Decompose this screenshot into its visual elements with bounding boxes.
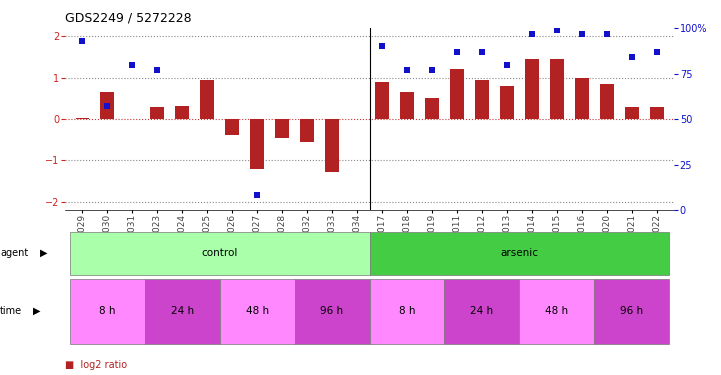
Text: ▶: ▶ — [40, 248, 47, 258]
Bar — [625, 106, 639, 119]
Bar — [175, 106, 189, 119]
Text: ▶: ▶ — [33, 306, 40, 316]
Text: time: time — [0, 306, 22, 316]
Point — [401, 67, 412, 73]
Point — [451, 49, 463, 55]
Bar — [500, 86, 513, 119]
Point — [76, 38, 88, 44]
Bar — [475, 80, 489, 119]
Point — [376, 44, 388, 50]
Point — [576, 31, 588, 37]
Text: 8 h: 8 h — [99, 306, 115, 316]
Text: 48 h: 48 h — [246, 306, 269, 316]
Text: control: control — [201, 248, 238, 258]
Bar — [519, 279, 594, 344]
Bar — [70, 231, 370, 275]
Point — [601, 31, 612, 37]
Bar — [594, 279, 669, 344]
Bar — [200, 80, 214, 119]
Point — [626, 54, 637, 60]
Bar — [575, 78, 588, 119]
Bar — [550, 59, 564, 119]
Text: arsenic: arsenic — [500, 248, 539, 258]
Bar — [275, 119, 289, 138]
Bar — [145, 279, 220, 344]
Text: 96 h: 96 h — [321, 306, 344, 316]
Point — [426, 67, 438, 73]
Bar — [369, 231, 669, 275]
Point — [476, 49, 487, 55]
Point — [501, 62, 513, 68]
Text: 8 h: 8 h — [399, 306, 415, 316]
Bar — [600, 84, 614, 119]
Point — [551, 27, 562, 33]
Text: agent: agent — [0, 248, 28, 258]
Bar — [220, 279, 295, 344]
Text: GDS2249 / 5272228: GDS2249 / 5272228 — [65, 11, 192, 24]
Bar — [300, 119, 314, 142]
Bar — [295, 279, 369, 344]
Bar — [400, 92, 414, 119]
Text: 96 h: 96 h — [620, 306, 643, 316]
Bar — [369, 279, 444, 344]
Point — [102, 104, 113, 110]
Bar — [325, 119, 339, 172]
Point — [127, 62, 138, 68]
Text: 24 h: 24 h — [470, 306, 493, 316]
Bar — [525, 59, 539, 119]
Bar — [450, 69, 464, 119]
Bar — [250, 119, 264, 169]
Bar — [70, 279, 145, 344]
Point — [252, 192, 263, 198]
Bar — [375, 82, 389, 119]
Bar — [650, 106, 663, 119]
Bar — [444, 279, 519, 344]
Text: ■  log2 ratio: ■ log2 ratio — [65, 360, 127, 370]
Bar — [226, 119, 239, 135]
Point — [151, 67, 163, 73]
Bar — [151, 106, 164, 119]
Bar — [425, 98, 439, 119]
Point — [526, 31, 538, 37]
Bar — [76, 118, 89, 119]
Text: 48 h: 48 h — [545, 306, 568, 316]
Bar — [100, 92, 114, 119]
Text: 24 h: 24 h — [171, 306, 194, 316]
Point — [651, 49, 663, 55]
